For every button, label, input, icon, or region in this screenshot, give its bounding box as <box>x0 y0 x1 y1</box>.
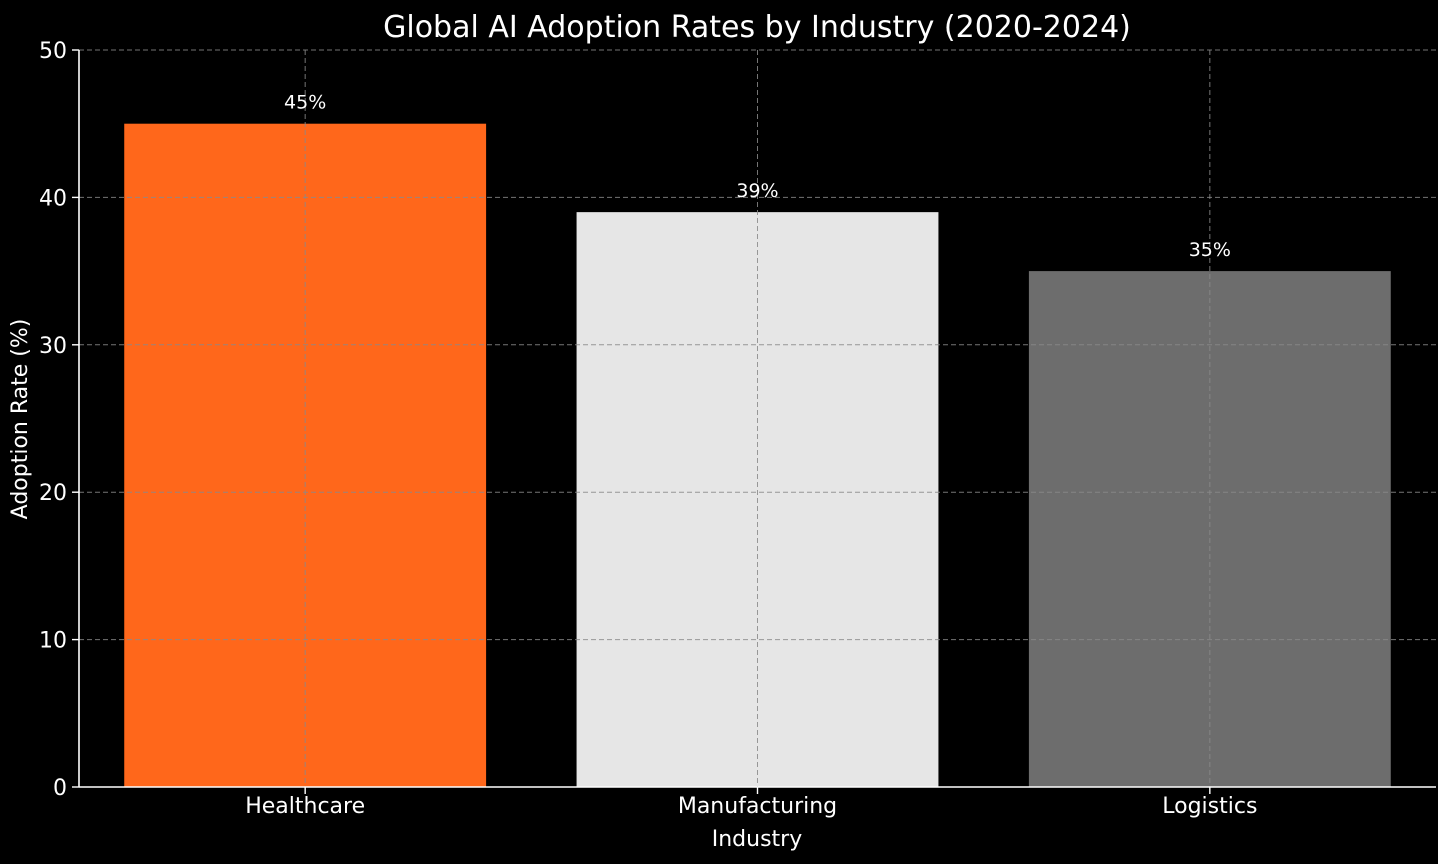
y-tick-label: 10 <box>39 629 67 654</box>
y-tick-label: 20 <box>39 481 67 506</box>
y-tick-label: 30 <box>39 334 67 359</box>
chart-title: Global AI Adoption Rates by Industry (20… <box>383 10 1131 45</box>
y-axis-label: Adoption Rate (%) <box>8 319 33 520</box>
y-tick-label: 50 <box>39 39 67 64</box>
x-tick-label-logistics: Logistics <box>1162 794 1257 819</box>
grid-layer <box>79 49 1436 787</box>
data-label-manufacturing: 39% <box>736 180 778 202</box>
bar-healthcare <box>124 123 487 787</box>
y-tick-label: 40 <box>39 186 67 211</box>
data-label-logistics: 35% <box>1189 239 1231 261</box>
axes-layer <box>72 49 1436 794</box>
y-tick-label: 0 <box>53 776 67 801</box>
x-tick-label-healthcare: Healthcare <box>245 794 365 819</box>
data-label-healthcare: 45% <box>284 92 326 114</box>
bars-layer <box>124 123 1391 788</box>
x-axis-label: Industry <box>712 827 803 852</box>
x-tick-label-manufacturing: Manufacturing <box>678 794 837 819</box>
labels-layer: 45% Healthcare 39% Manufacturing 35% Logistic… <box>39 39 1257 819</box>
